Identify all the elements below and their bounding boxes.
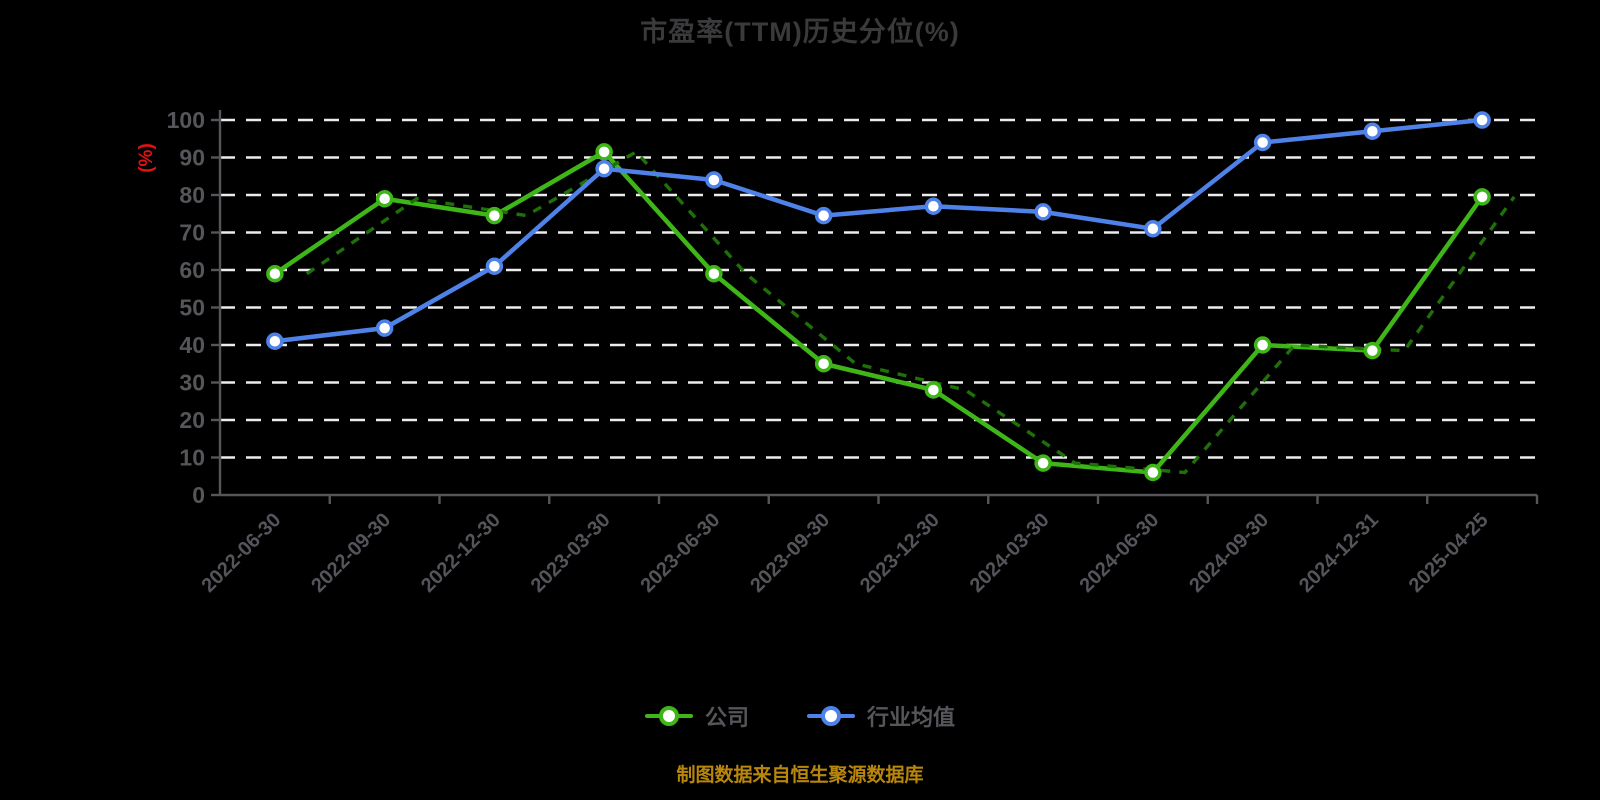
x-tick-label: 2024-09-30 <box>1185 509 1273 597</box>
source-note: 制图数据来自恒生聚源数据库 <box>676 765 924 786</box>
company-data-point[interactable] <box>814 355 833 373</box>
industry-data-point[interactable] <box>1253 133 1272 152</box>
company-series-dashed-echo <box>305 149 1516 475</box>
legend-marker-icon <box>807 706 855 726</box>
chart-title: 市盈率(TTM)历史分位(%) <box>640 17 960 47</box>
y-tick-label: 70 <box>179 220 205 246</box>
x-tick-label: 2023-03-30 <box>527 509 615 597</box>
industry-data-point[interactable] <box>375 319 394 337</box>
legend-marker-icon <box>644 706 693 726</box>
x-tick-label: 2024-06-30 <box>1076 509 1164 597</box>
legend: 公司 行业均值 <box>0 700 1600 732</box>
industry-data-point[interactable] <box>1363 122 1382 140</box>
company-data-point[interactable] <box>924 381 943 399</box>
legend-dot-icon <box>658 706 679 726</box>
company-data-point[interactable] <box>1253 336 1272 354</box>
industry-data-point[interactable] <box>1034 203 1052 221</box>
x-tick-label: 2023-12-30 <box>856 509 944 597</box>
y-tick-label: 100 <box>167 107 205 133</box>
company-data-point[interactable] <box>1473 188 1491 206</box>
industry-data-point[interactable] <box>1144 220 1162 238</box>
y-tick-label: 30 <box>179 370 205 396</box>
y-tick-label: 50 <box>179 295 205 321</box>
y-tick-label: 80 <box>179 182 205 208</box>
y-tick-label: 0 <box>192 482 205 508</box>
company-data-point[interactable] <box>485 206 504 225</box>
y-tick-label: 10 <box>179 445 205 471</box>
industry-data-point[interactable] <box>266 332 284 350</box>
legend-label: 行业均值 <box>867 705 956 730</box>
x-tick-label: 2025-04-25 <box>1405 509 1493 597</box>
company-data-point[interactable] <box>1034 454 1052 472</box>
industry-data-point[interactable] <box>705 171 723 189</box>
x-tick-label: 2022-12-30 <box>417 509 505 597</box>
y-axis-unit-label: (%) <box>136 143 157 173</box>
industry-data-point[interactable] <box>924 197 943 215</box>
x-tick-label: 2023-09-30 <box>746 509 834 597</box>
x-tick-label: 2024-03-30 <box>966 509 1054 597</box>
legend-item-company[interactable]: 公司 <box>644 700 749 732</box>
x-tick-label: 2024-12-31 <box>1295 509 1383 597</box>
company-data-point[interactable] <box>1144 463 1162 482</box>
industry-data-point[interactable] <box>1473 111 1491 129</box>
x-tick-label: 2022-06-30 <box>198 509 286 597</box>
company-data-point[interactable] <box>1363 341 1382 360</box>
company-series-line <box>272 149 1485 475</box>
y-tick-label: 20 <box>179 407 205 433</box>
company-data-point[interactable] <box>266 265 284 283</box>
industry-series-line <box>272 117 1485 344</box>
company-data-point[interactable] <box>375 190 394 208</box>
x-tick-label: 2023-06-30 <box>637 509 725 597</box>
company-data-point[interactable] <box>595 143 613 161</box>
legend-item-industry[interactable]: 行业均值 <box>807 700 955 732</box>
x-tick-label: 2022-09-30 <box>307 509 395 597</box>
industry-data-point[interactable] <box>595 160 613 178</box>
legend-label: 公司 <box>704 705 749 730</box>
company-data-point[interactable] <box>705 265 723 283</box>
y-tick-label: 40 <box>179 332 205 358</box>
y-tick-label: 90 <box>179 145 205 171</box>
y-tick-label: 60 <box>179 257 205 283</box>
industry-data-point[interactable] <box>485 257 504 275</box>
legend-dot-icon <box>821 706 841 726</box>
industry-data-point[interactable] <box>814 206 833 225</box>
